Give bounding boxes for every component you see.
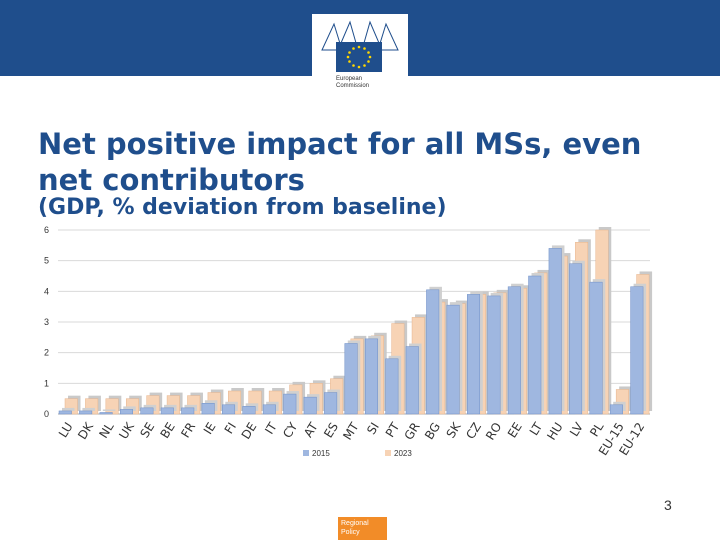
bar-2015-EE — [507, 286, 521, 415]
footer-label-line-2: Policy — [341, 529, 360, 536]
y-tick-label: 5 — [44, 256, 49, 266]
bar-2015-AT — [303, 396, 317, 415]
bar-2015-FI — [222, 404, 236, 415]
bar-shadow-2015-LU — [62, 407, 75, 411]
bar-2015-LU — [58, 410, 72, 415]
logo-wordmark: European Commission — [336, 76, 369, 90]
x-tick-label-BG: BG — [422, 420, 443, 442]
bar-2015-DE — [242, 406, 256, 415]
bar-2015-NL — [99, 412, 113, 415]
x-tick-label-IE: IE — [201, 420, 219, 437]
bar-2015-EU-15 — [609, 404, 623, 415]
european-commission-logo: European Commission — [312, 14, 408, 100]
x-tick-label-FI: FI — [222, 420, 239, 436]
bar-2015-SE — [140, 407, 154, 415]
bar-2015-RO — [487, 295, 501, 415]
x-tick-label-PL: PL — [587, 420, 606, 439]
x-tick-label-ES: ES — [321, 420, 341, 440]
x-tick-label-EE: EE — [505, 420, 525, 440]
bar-2023-NL — [105, 398, 119, 415]
x-tick-label-NL: NL — [96, 420, 116, 441]
x-tick-label-SK: SK — [443, 419, 464, 441]
bar-2015-GR — [405, 346, 419, 415]
bar-2015-HU — [548, 248, 562, 415]
bar-shadow-2015-NL — [102, 409, 116, 411]
bar-2015-IE — [201, 403, 215, 415]
y-tick-label: 2 — [44, 348, 49, 358]
logo-line-1: European — [336, 76, 363, 82]
eu-flag-icon — [336, 42, 382, 72]
x-tick-label-UK: UK — [116, 419, 137, 441]
y-tick-label: 0 — [44, 409, 49, 419]
bar-2015-MT — [344, 343, 358, 415]
bars-layer — [58, 227, 653, 415]
page-number: 3 — [664, 497, 672, 513]
y-tick-label: 1 — [44, 378, 49, 388]
bar-2015-UK — [119, 409, 133, 415]
bar-2015-DK — [79, 410, 93, 415]
bar-2015-CZ — [467, 294, 481, 415]
y-tick-label: 6 — [44, 225, 49, 235]
bar-2015-FR — [181, 407, 195, 415]
x-tick-label-CY: CY — [280, 419, 300, 440]
bar-2015-IT — [262, 404, 276, 415]
legend-swatch-2015 — [303, 450, 309, 456]
regional-policy-badge: Regional Policy — [338, 517, 387, 540]
bar-2015-EU-12 — [630, 286, 644, 415]
bar-2015-BG — [426, 289, 440, 415]
x-tick-label-LT: LT — [527, 419, 546, 437]
x-tick-label-GR: GR — [402, 420, 423, 442]
x-tick-label-BE: BE — [158, 420, 178, 441]
x-tick-label-SE: SE — [137, 420, 157, 440]
logo-line-2: Commission — [336, 83, 370, 89]
footer-label-line-1: Regional — [341, 520, 369, 527]
bar-2015-PT — [385, 358, 399, 415]
x-tick-label-PT: PT — [383, 419, 403, 439]
slide-title: Net positive impact for all MSs, even ne… — [38, 127, 642, 197]
x-tick-label-CZ: CZ — [463, 420, 484, 442]
legend-label-2015: 2015 — [312, 449, 330, 458]
footer-label: Regional Policy — [341, 519, 369, 537]
bar-2015-LV — [569, 263, 583, 415]
bar-shadow-2015-DK — [82, 407, 95, 411]
x-tick-label-MT: MT — [340, 419, 362, 442]
legend-layer: 2015 2023 — [303, 449, 412, 458]
legend-swatch-2023 — [385, 450, 391, 456]
x-tick-label-LU: LU — [56, 420, 76, 440]
bar-2015-SK — [446, 304, 460, 415]
bar-shadow-2015-UK — [123, 406, 136, 411]
x-tick-label-DK: DK — [75, 419, 97, 442]
x-tick-label-IT: IT — [262, 419, 280, 436]
y-tick-label: 3 — [44, 317, 49, 327]
bar-2015-PL — [589, 281, 603, 415]
bar-2015-LT — [528, 275, 542, 415]
bar-2015-SI — [364, 338, 378, 415]
x-tick-label-RO: RO — [483, 420, 504, 443]
slide-subtitle: (GDP, % deviation from baseline) — [38, 195, 447, 220]
bar-2015-BE — [160, 407, 174, 415]
x-tick-label-FR: FR — [178, 420, 198, 440]
x-tick-label-HU: HU — [544, 420, 565, 443]
y-tick-label: 4 — [44, 286, 49, 296]
legend-label-2023: 2023 — [394, 449, 412, 458]
bar-2015-CY — [283, 393, 297, 415]
x-tick-label-DE: DE — [239, 420, 260, 442]
x-tick-label-AT: AT — [301, 419, 321, 439]
x-tick-label-LV: LV — [567, 419, 586, 439]
bar-2015-ES — [324, 392, 338, 415]
x-tick-label-SI: SI — [364, 420, 382, 437]
